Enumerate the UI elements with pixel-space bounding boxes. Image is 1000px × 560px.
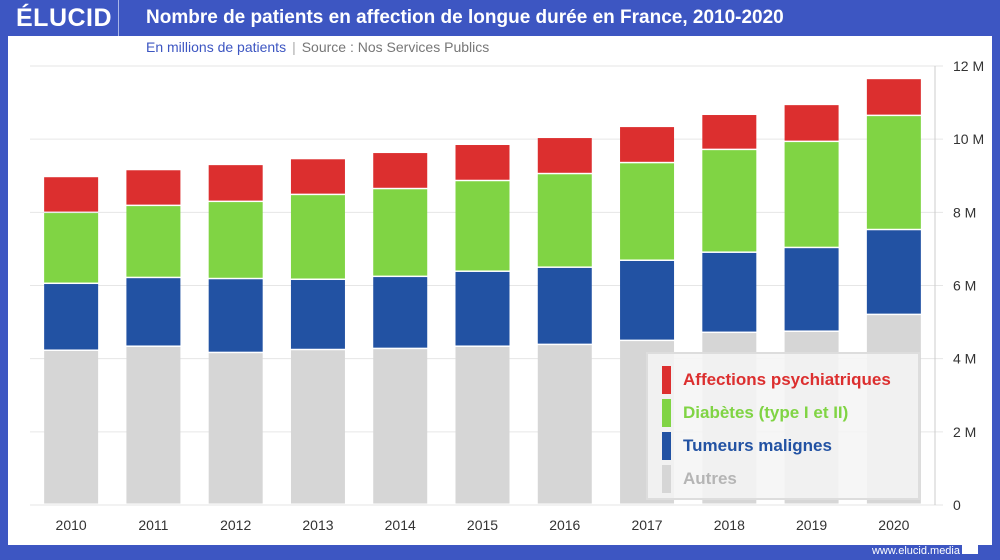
legend-label: Tumeurs malignes xyxy=(683,436,832,455)
legend-label: Autres xyxy=(683,469,737,488)
bar-segment-autres-2011 xyxy=(126,346,181,504)
bar-segment-autres-2013 xyxy=(290,350,345,504)
x-tick-label: 2019 xyxy=(796,517,827,533)
bar-segment-affections-psychiatriques-2017 xyxy=(620,127,675,162)
bar-segment-tumeurs-malignes-2015 xyxy=(455,271,510,346)
bar-segment-diab-tes-type-i-et-ii--2017 xyxy=(620,163,675,260)
elucid-flag-icon xyxy=(962,540,978,554)
bar-segment-autres-2012 xyxy=(208,353,263,504)
bar-segment-affections-psychiatriques-2020 xyxy=(866,79,921,115)
x-tick-label: 2016 xyxy=(549,517,580,533)
y-tick-label: 12 M xyxy=(953,58,984,74)
bar-segment-tumeurs-malignes-2020 xyxy=(866,230,921,314)
bar-segment-tumeurs-malignes-2018 xyxy=(702,252,757,332)
y-tick-label: 0 xyxy=(953,497,961,513)
bar-segment-diab-tes-type-i-et-ii--2011 xyxy=(126,206,181,277)
y-tick-label: 8 M xyxy=(953,204,976,220)
y-tick-label: 10 M xyxy=(953,131,984,147)
bar-segment-diab-tes-type-i-et-ii--2015 xyxy=(455,181,510,271)
bar-segment-affections-psychiatriques-2015 xyxy=(455,145,510,180)
bar-segment-tumeurs-malignes-2019 xyxy=(784,248,839,331)
legend-swatch xyxy=(662,366,671,394)
x-tick-label: 2020 xyxy=(878,517,909,533)
bar-segment-affections-psychiatriques-2012 xyxy=(208,165,263,201)
legend-label: Affections psychiatriques xyxy=(683,370,891,389)
y-tick-label: 4 M xyxy=(953,351,976,367)
bar-segment-diab-tes-type-i-et-ii--2020 xyxy=(866,116,921,229)
source-label: Source : Nos Services Publics xyxy=(301,39,490,55)
bar-segment-affections-psychiatriques-2019 xyxy=(784,105,839,141)
bar-segment-tumeurs-malignes-2010 xyxy=(44,284,99,350)
bar-segment-affections-psychiatriques-2011 xyxy=(126,170,181,205)
legend-item: Autres xyxy=(662,465,737,493)
header-divider xyxy=(118,0,119,36)
bar-segment-autres-2010 xyxy=(44,350,99,504)
bar-segment-diab-tes-type-i-et-ii--2014 xyxy=(373,189,428,276)
bar-segment-tumeurs-malignes-2012 xyxy=(208,279,263,352)
y-tick-label: 6 M xyxy=(953,278,976,294)
bar-segment-tumeurs-malignes-2011 xyxy=(126,278,181,346)
x-tick-label: 2017 xyxy=(631,517,662,533)
bar-segment-tumeurs-malignes-2013 xyxy=(290,280,345,349)
bar-segment-diab-tes-type-i-et-ii--2013 xyxy=(290,195,345,279)
x-tick-label: 2018 xyxy=(714,517,745,533)
bar-segment-affections-psychiatriques-2018 xyxy=(702,115,757,149)
bar-segment-affections-psychiatriques-2014 xyxy=(373,153,428,188)
bar-segment-diab-tes-type-i-et-ii--2012 xyxy=(208,202,263,278)
elucid-logo: ÉLUCID xyxy=(16,4,113,32)
x-tick-label: 2013 xyxy=(302,517,333,533)
legend-label: Diabètes (type I et II) xyxy=(683,403,849,422)
bar-segment-diab-tes-type-i-et-ii--2010 xyxy=(44,213,99,283)
legend-swatch xyxy=(662,465,671,493)
legend-item: Tumeurs malignes xyxy=(662,432,832,460)
legend-swatch xyxy=(662,432,671,460)
footer-url[interactable]: www.elucid.media xyxy=(871,545,960,557)
legend: Affections psychiatriques Diabètes (type … xyxy=(646,352,920,500)
bar-segment-affections-psychiatriques-2013 xyxy=(290,159,345,194)
x-tick-label: 2014 xyxy=(385,517,416,533)
bar-segment-tumeurs-malignes-2017 xyxy=(620,260,675,340)
x-tick-label: 2011 xyxy=(138,517,168,533)
bar-segment-affections-psychiatriques-2010 xyxy=(44,177,99,212)
chart-title: Nombre de patients en affection de longu… xyxy=(146,7,784,28)
chart-subtitle: En millions de patients | Source : Nos Ser… xyxy=(146,39,489,55)
bar-segment-affections-psychiatriques-2016 xyxy=(537,138,592,173)
x-tick-label: 2010 xyxy=(56,517,87,533)
y-tick-label: 2 M xyxy=(953,424,976,440)
legend-item: Affections psychiatriques xyxy=(662,366,891,394)
bar-segment-diab-tes-type-i-et-ii--2019 xyxy=(784,142,839,247)
x-tick-label: 2015 xyxy=(467,517,498,533)
bar-segment-autres-2015 xyxy=(455,346,510,504)
bar-segment-diab-tes-type-i-et-ii--2016 xyxy=(537,174,592,267)
x-tick-label: 2012 xyxy=(220,517,251,533)
bar-segment-autres-2016 xyxy=(537,345,592,504)
legend-item: Diabètes (type I et II) xyxy=(662,399,848,427)
bar-segment-tumeurs-malignes-2014 xyxy=(373,277,428,348)
bar-segment-tumeurs-malignes-2016 xyxy=(537,267,592,344)
bar-segment-diab-tes-type-i-et-ii--2018 xyxy=(702,150,757,252)
unit-label: En millions de patients xyxy=(146,39,287,55)
subtitle-separator: | xyxy=(292,39,296,55)
bar-segment-autres-2014 xyxy=(373,349,428,504)
legend-swatch xyxy=(662,399,671,427)
